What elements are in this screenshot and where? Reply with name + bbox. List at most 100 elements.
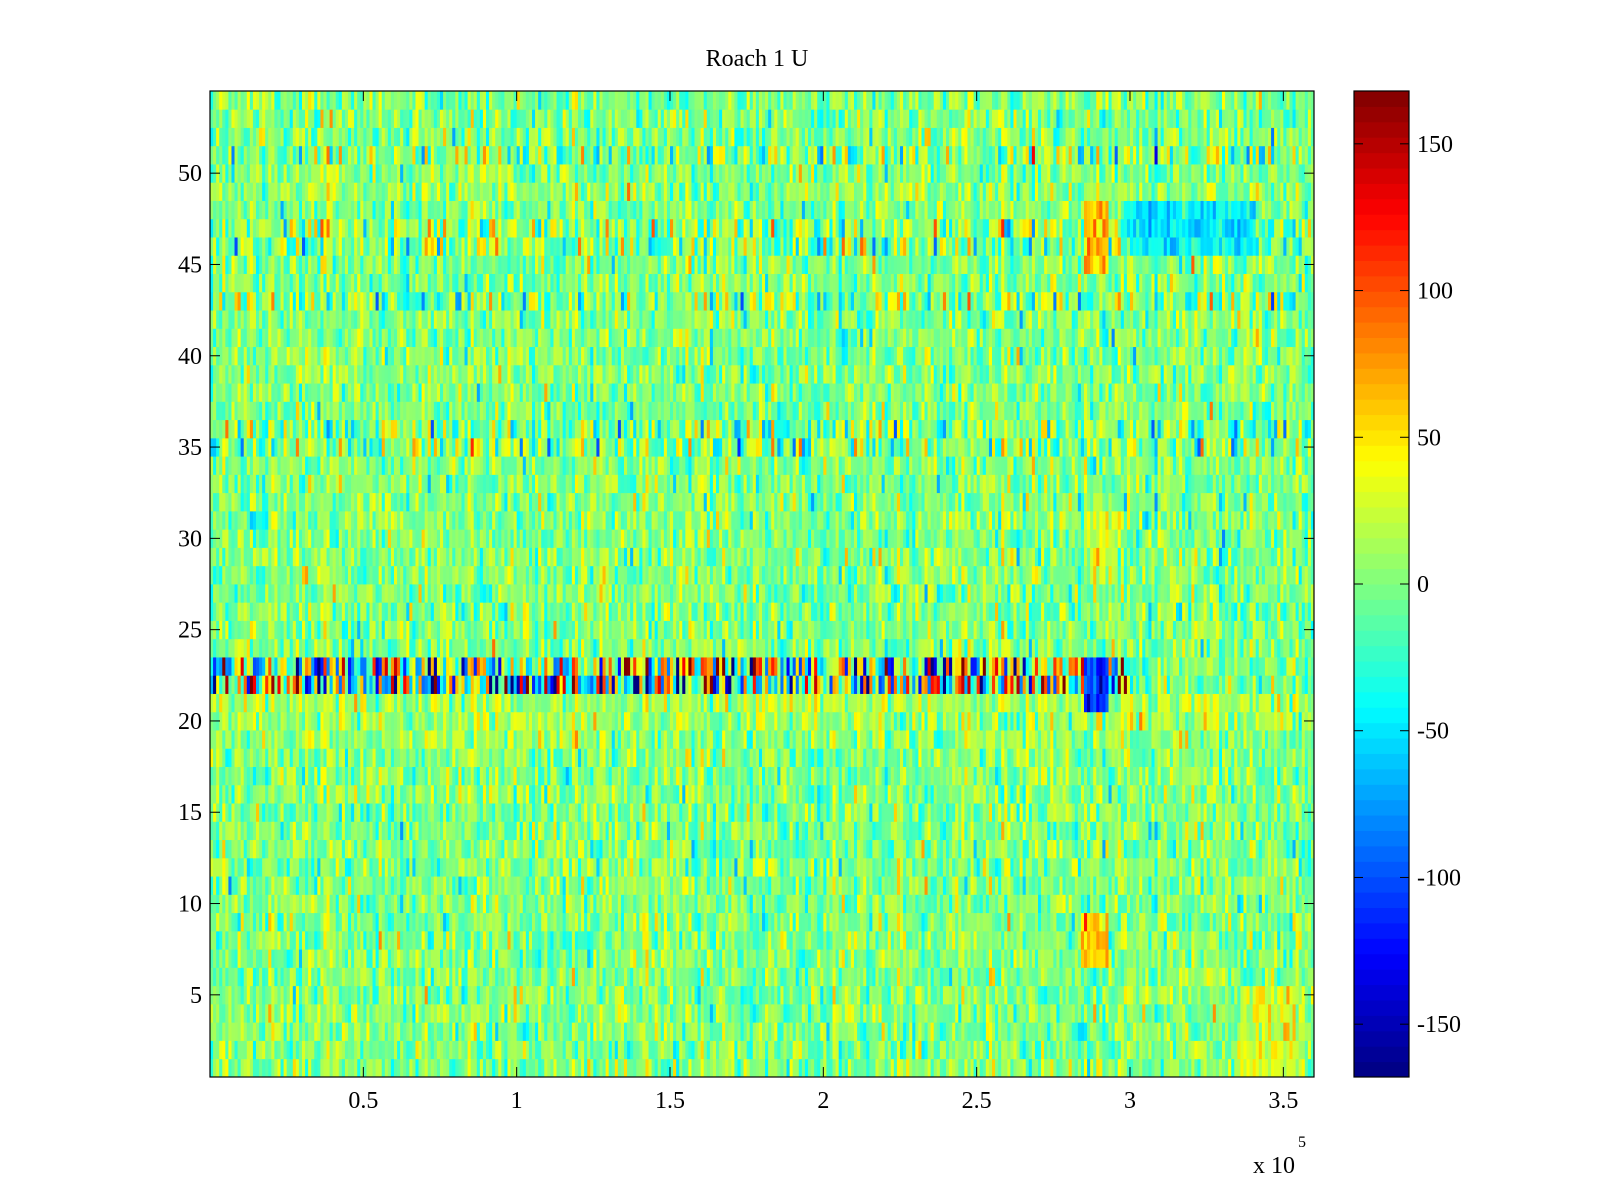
heatmap-cell xyxy=(746,1022,751,1041)
heatmap-cell xyxy=(363,1003,367,1023)
heatmap-cell xyxy=(458,949,462,968)
heatmap-cell xyxy=(1133,985,1137,1005)
heatmap-cell xyxy=(268,894,272,914)
heatmap-cell xyxy=(1298,967,1303,987)
heatmap-cell xyxy=(473,967,478,987)
heatmap-cell xyxy=(700,876,705,895)
heatmap-cell xyxy=(234,1058,238,1078)
heatmap-cell xyxy=(605,985,610,1005)
heatmap-cell xyxy=(482,930,487,950)
heatmap-cell xyxy=(544,876,548,895)
heatmap-cell xyxy=(872,1058,876,1078)
heatmap-cell xyxy=(1025,985,1030,1005)
heatmap-cell xyxy=(1268,876,1272,895)
heatmap-cell xyxy=(378,1058,383,1078)
heatmap-cell xyxy=(949,985,953,1005)
heatmap-cell xyxy=(302,1040,306,1060)
heatmap-cell xyxy=(832,857,836,877)
heatmap-cell xyxy=(323,912,327,932)
heatmap-cell xyxy=(430,949,435,968)
heatmap-cell xyxy=(660,839,665,859)
heatmap-cell xyxy=(1120,821,1125,841)
heatmap-cell xyxy=(878,1022,882,1041)
heatmap-cell xyxy=(387,1058,392,1078)
heatmap-cell xyxy=(341,967,346,987)
heatmap-cell xyxy=(228,1058,232,1078)
heatmap-cell xyxy=(685,876,689,895)
heatmap-cell xyxy=(1249,839,1254,859)
heatmap-cell xyxy=(341,876,346,895)
heatmap-cell xyxy=(814,930,818,950)
heatmap-cell xyxy=(949,1022,953,1041)
heatmap-cell xyxy=(712,876,717,895)
heatmap-cell xyxy=(513,894,518,914)
heatmap-cell xyxy=(1222,1003,1226,1023)
heatmap-cell xyxy=(1264,1003,1269,1023)
heatmap-cell xyxy=(611,985,616,1005)
heatmap-cell xyxy=(351,967,355,987)
heatmap-cell xyxy=(642,930,646,950)
heatmap-cell xyxy=(1136,857,1140,877)
heatmap-cell xyxy=(1246,1003,1250,1023)
heatmap-cell xyxy=(921,839,925,859)
heatmap-cell xyxy=(1071,985,1076,1005)
heatmap-cell xyxy=(430,1058,435,1078)
heatmap-cell xyxy=(906,1022,910,1041)
heatmap-cell xyxy=(768,912,772,932)
heatmap-cell xyxy=(289,876,294,895)
heatmap-cell xyxy=(298,839,303,859)
heatmap-cell xyxy=(455,930,459,950)
heatmap-cell xyxy=(510,930,514,950)
heatmap-cell xyxy=(243,839,248,859)
heatmap-cell xyxy=(587,930,591,950)
heatmap-cell xyxy=(1044,1040,1048,1060)
heatmap-cell xyxy=(283,857,288,877)
heatmap-cell xyxy=(1151,857,1155,877)
heatmap-cell xyxy=(906,930,910,950)
heatmap-cell xyxy=(1271,876,1275,895)
heatmap-cell xyxy=(449,1058,453,1078)
heatmap-cell xyxy=(593,1058,597,1078)
heatmap-cell xyxy=(881,1022,886,1041)
heatmap-cell xyxy=(614,1003,619,1023)
heatmap-cell xyxy=(568,912,573,932)
heatmap-cell xyxy=(581,839,585,859)
heatmap-cell xyxy=(930,857,935,877)
heatmap-cell xyxy=(958,930,962,950)
heatmap-cell xyxy=(617,967,622,987)
heatmap-cell xyxy=(409,985,413,1005)
heatmap-cell xyxy=(890,894,895,914)
heatmap-cell xyxy=(246,912,251,932)
heatmap-cell xyxy=(599,949,603,968)
heatmap-cell xyxy=(599,985,603,1005)
heatmap-cell xyxy=(479,1040,484,1060)
heatmap-cell xyxy=(1047,1003,1051,1023)
heatmap-cell xyxy=(893,1058,898,1078)
heatmap-cell xyxy=(547,1058,551,1078)
heatmap-cell xyxy=(1255,1058,1260,1078)
heatmap-cell xyxy=(1182,1040,1186,1060)
heatmap-cell xyxy=(1286,1040,1290,1060)
heatmap-cell xyxy=(268,821,272,841)
heatmap-cell xyxy=(412,985,416,1005)
heatmap-cell xyxy=(1209,876,1214,895)
heatmap-cell xyxy=(559,967,564,987)
heatmap-cell xyxy=(854,857,858,877)
heatmap-cell xyxy=(302,949,306,968)
heatmap-cell xyxy=(1084,949,1088,968)
heatmap-cell xyxy=(1022,1040,1027,1060)
heatmap-cell xyxy=(869,839,873,859)
heatmap-cell xyxy=(317,876,321,895)
heatmap-cell xyxy=(332,930,337,950)
heatmap-cell xyxy=(676,839,680,859)
heatmap-cell xyxy=(553,912,557,932)
heatmap-cell xyxy=(958,857,962,877)
heatmap-cell xyxy=(1169,1022,1174,1041)
heatmap-cell xyxy=(525,930,530,950)
heatmap-cell xyxy=(630,857,634,877)
heatmap-cell xyxy=(820,1058,824,1078)
heatmap-cell xyxy=(522,1003,527,1023)
heatmap-cell xyxy=(1145,985,1149,1005)
heatmap-cell xyxy=(1087,1058,1091,1078)
heatmap-cell xyxy=(866,857,870,877)
